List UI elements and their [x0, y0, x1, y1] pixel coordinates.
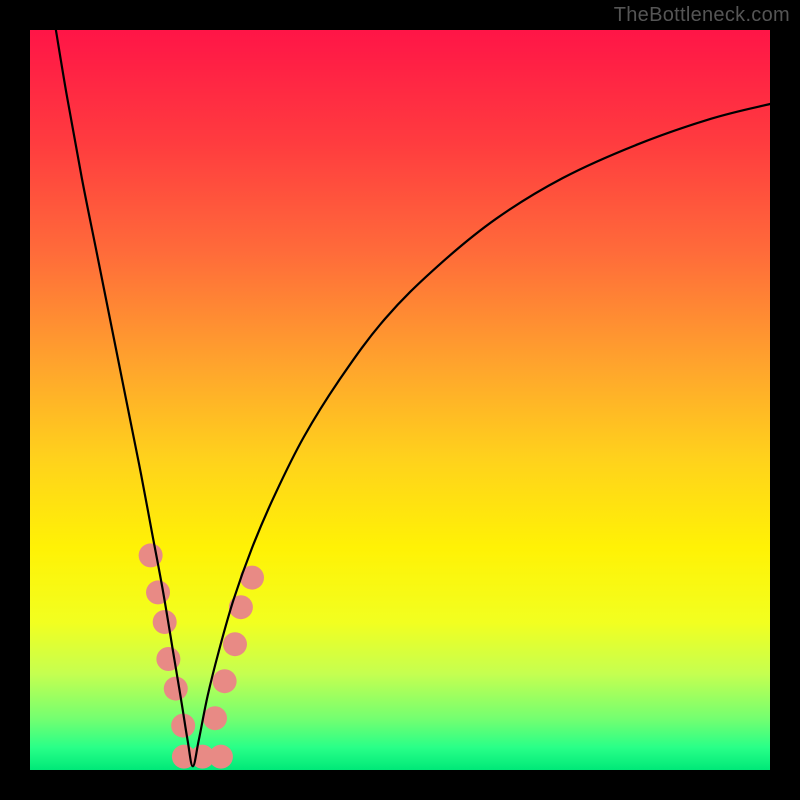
data-marker — [203, 706, 227, 730]
data-marker — [153, 610, 177, 634]
plot-background — [30, 30, 770, 770]
data-marker — [223, 632, 247, 656]
data-marker — [229, 595, 253, 619]
data-marker — [146, 580, 170, 604]
data-marker — [164, 677, 188, 701]
data-marker — [213, 669, 237, 693]
chart-svg — [0, 0, 800, 800]
watermark-text: TheBottleneck.com — [614, 4, 790, 27]
chart-container: TheBottleneck.com — [0, 0, 800, 800]
data-marker — [209, 745, 233, 769]
